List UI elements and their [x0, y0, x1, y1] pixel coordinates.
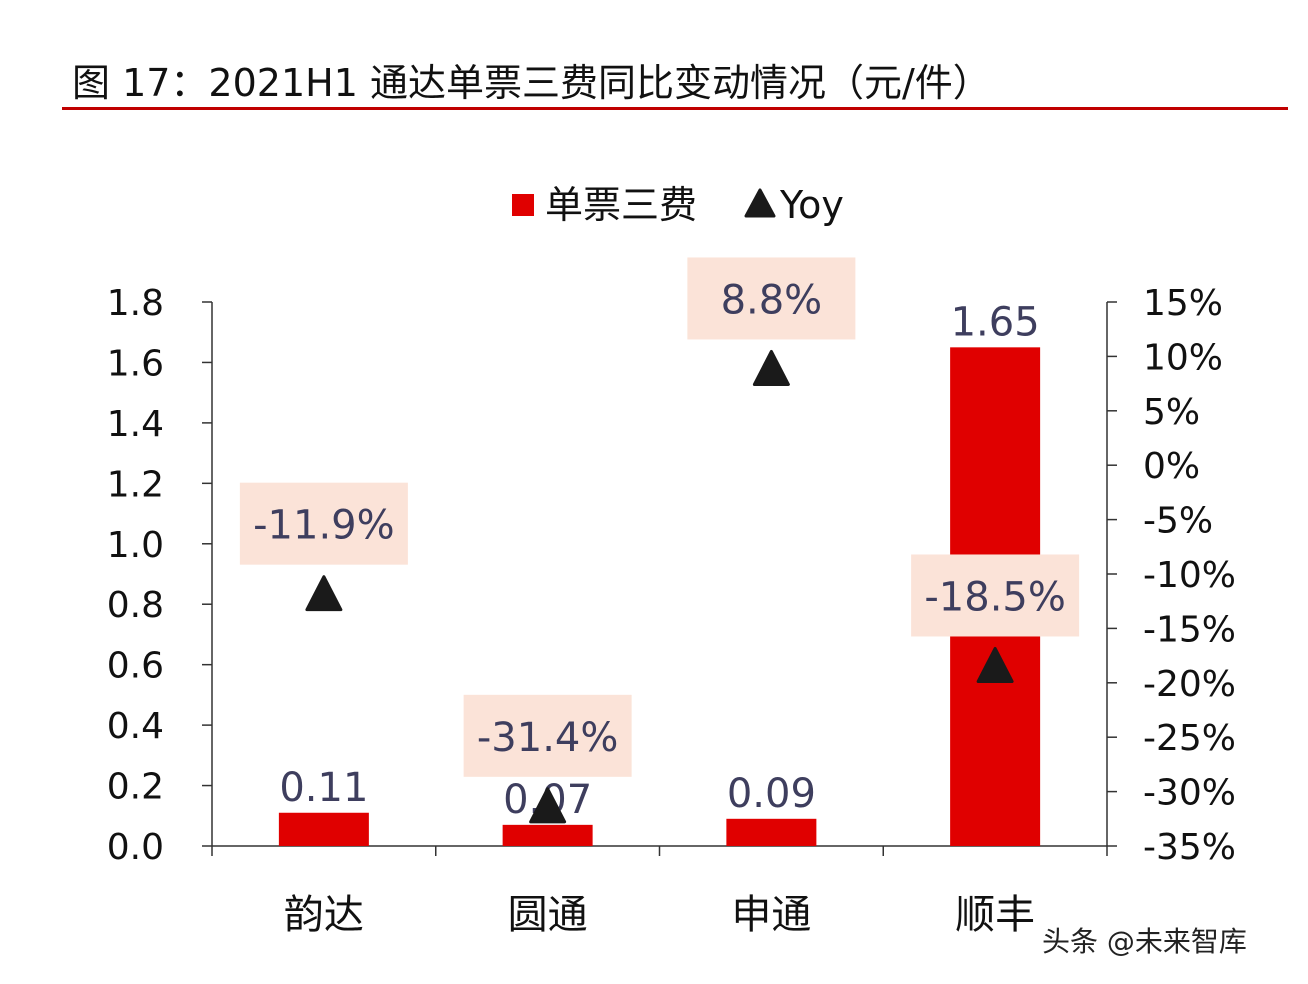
x-tick-label: 顺丰 [955, 892, 1035, 938]
x-tick-label: 申通 [731, 892, 811, 938]
legend-label-bar: 单票三费 [545, 183, 697, 227]
right-tick-label: -15% [1143, 609, 1236, 650]
title-divider [62, 107, 1288, 110]
legend-bar-swatch [512, 194, 534, 216]
legend-triangle-icon [744, 188, 776, 218]
left-tick-label: 1.4 [107, 404, 164, 445]
yoy-triangle-marker [752, 349, 790, 386]
left-tick-label: 1.6 [107, 343, 164, 384]
yoy-value-label: -31.4% [477, 715, 619, 761]
yoy-value-label: -11.9% [253, 503, 395, 549]
right-tick-label: -5% [1143, 501, 1213, 542]
left-tick-label: 1.2 [107, 464, 164, 505]
left-tick-label: 1.8 [107, 283, 164, 324]
right-tick-label: -10% [1143, 555, 1236, 596]
left-tick-label: 1.0 [107, 525, 164, 566]
bar-圆通 [502, 824, 593, 846]
right-tick-label: 0% [1143, 446, 1200, 487]
x-tick-label: 圆通 [508, 892, 588, 938]
bar-申通 [726, 818, 817, 846]
bar-value-label: 0.09 [727, 771, 816, 817]
yoy-label-box [239, 482, 408, 565]
yoy-label-box [687, 257, 856, 340]
yoy-value-label: -18.5% [924, 574, 1066, 620]
right-tick-label: 15% [1143, 283, 1223, 324]
right-tick-label: -30% [1143, 773, 1236, 814]
right-tick-label: 5% [1143, 392, 1200, 433]
yoy-label-box [911, 554, 1080, 637]
bar-韵达 [278, 812, 369, 846]
bar-value-label: 1.65 [951, 299, 1040, 345]
right-tick-label: -35% [1143, 827, 1236, 868]
watermark: 头条 @未来智库 [1042, 925, 1247, 958]
yoy-triangle-marker [305, 575, 343, 612]
yoy-triangle-marker [529, 787, 567, 824]
right-tick-label: 10% [1143, 337, 1223, 378]
x-tick-label: 韵达 [284, 892, 364, 938]
left-tick-label: 0.8 [107, 585, 164, 626]
right-tick-label: -20% [1143, 664, 1236, 705]
left-tick-label: 0.2 [107, 767, 164, 808]
yoy-triangle-marker [976, 646, 1014, 683]
chart-title: 图 17：2021H1 通达单票三费同比变动情况（元/件） [72, 61, 991, 105]
legend-label-yoy: Yoy [779, 183, 844, 227]
left-tick-label: 0.6 [107, 646, 164, 687]
yoy-value-label: 8.8% [721, 277, 823, 323]
left-tick-label: 0.4 [107, 706, 164, 747]
bar-value-label: 0.11 [279, 765, 368, 811]
left-tick-label: 0.0 [107, 827, 164, 868]
yoy-label-box [463, 694, 632, 777]
right-tick-label: -25% [1143, 718, 1236, 759]
